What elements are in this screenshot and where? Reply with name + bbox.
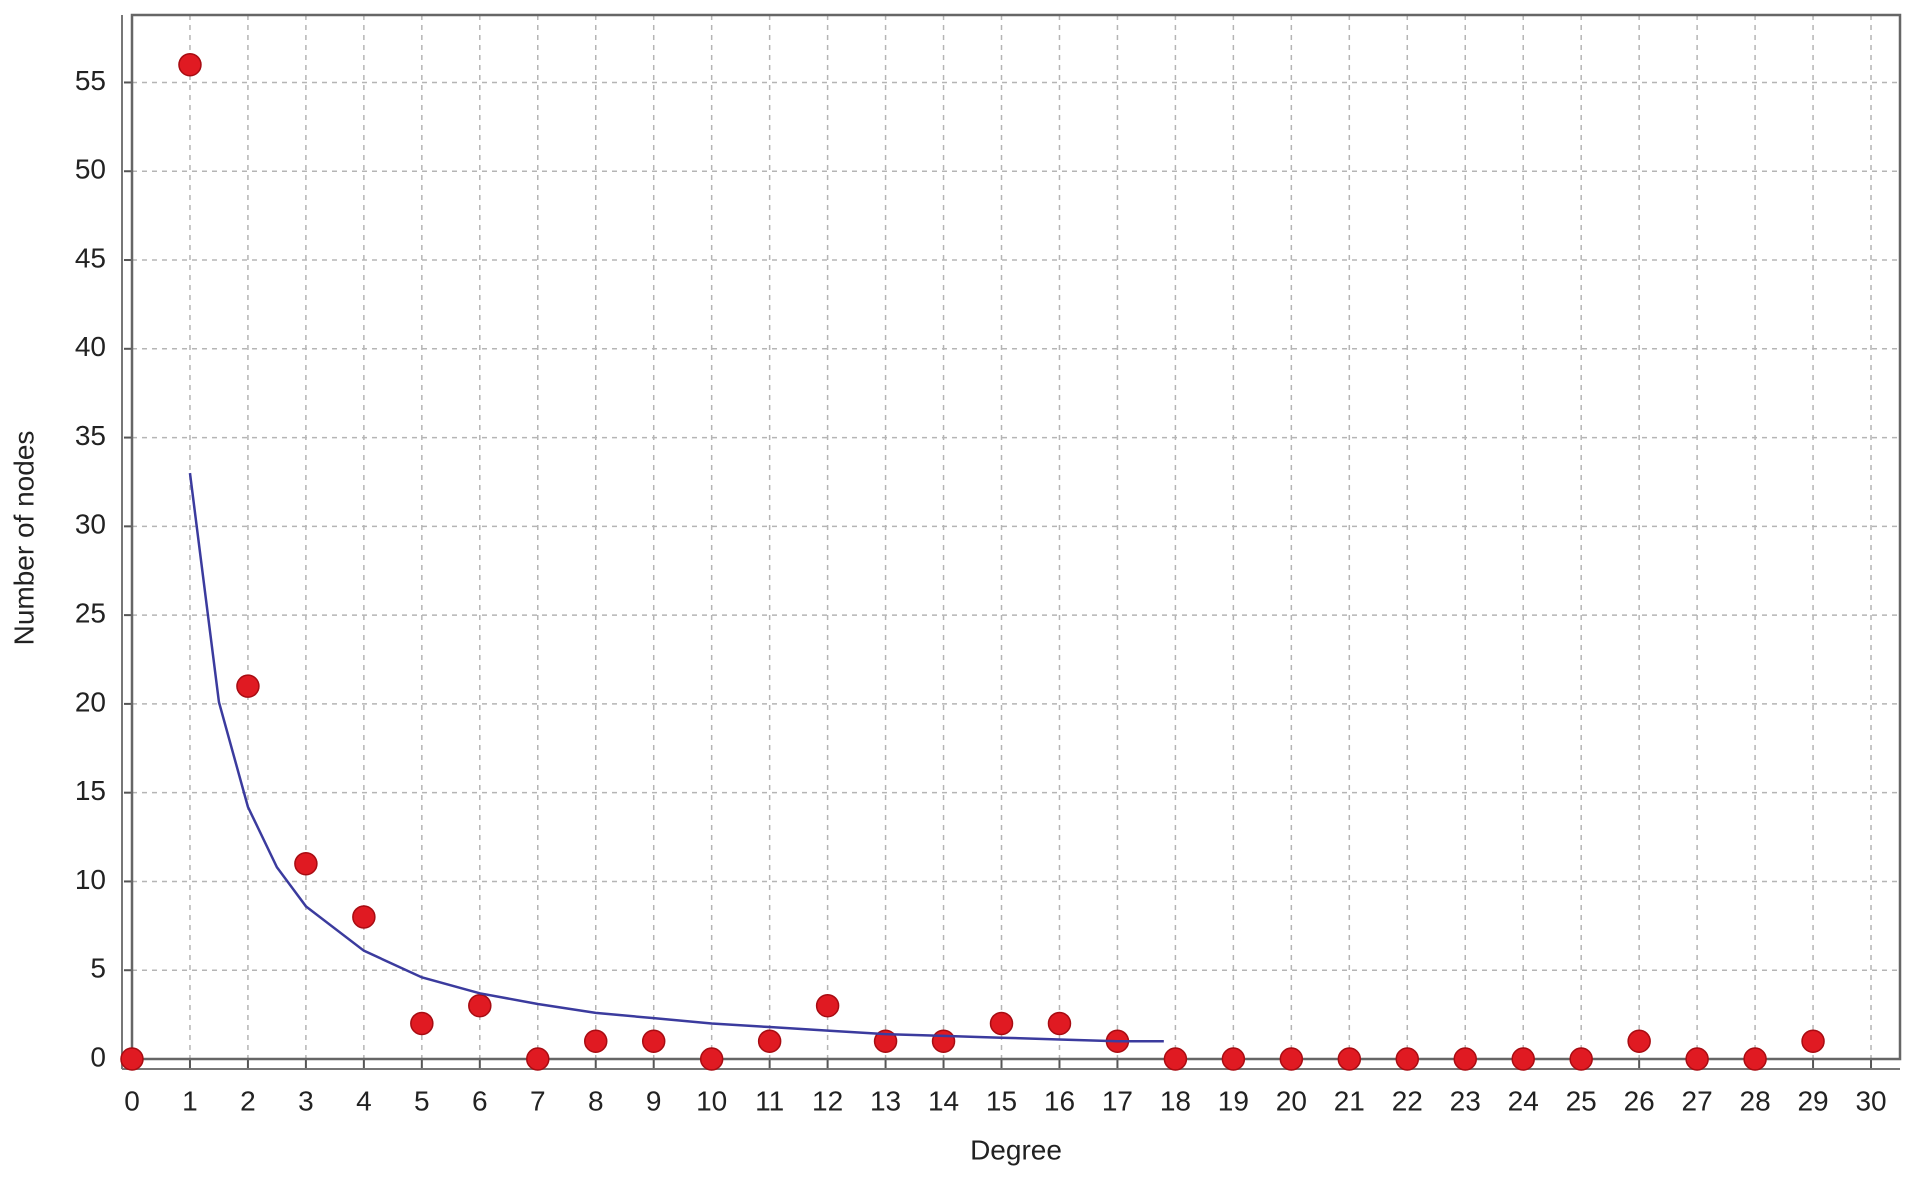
x-tick-label: 4 (356, 1085, 372, 1116)
x-axis-label: Degree (970, 1134, 1062, 1165)
data-point (294, 851, 318, 876)
x-tick-label: 20 (1276, 1085, 1307, 1116)
data-point (1627, 1029, 1651, 1053)
data-point (236, 674, 260, 698)
data-point (583, 1029, 608, 1053)
x-tick-label: 16 (1044, 1085, 1075, 1116)
y-tick-label: 50 (75, 154, 106, 185)
x-tick-label: 8 (588, 1085, 604, 1116)
y-tick-label: 5 (90, 953, 106, 984)
x-tick-label: 3 (298, 1085, 314, 1116)
x-tick-label: 6 (472, 1085, 488, 1116)
x-tick-label: 15 (986, 1085, 1017, 1116)
x-tick-label: 1 (182, 1085, 198, 1116)
data-point (1685, 1047, 1709, 1071)
data-point (931, 1029, 956, 1053)
data-point (1047, 1011, 1072, 1036)
data-point (410, 1011, 434, 1036)
x-tick-label: 28 (1740, 1085, 1771, 1116)
y-tick-label: 0 (90, 1041, 106, 1072)
data-point (699, 1047, 724, 1071)
data-point (468, 993, 492, 1018)
data-point (757, 1029, 782, 1053)
x-tick-label: 21 (1334, 1085, 1365, 1116)
data-point (815, 993, 840, 1018)
data-point (352, 905, 376, 929)
y-tick-label: 20 (75, 686, 106, 717)
x-tick-label: 23 (1450, 1085, 1481, 1116)
y-tick-label: 30 (75, 509, 106, 540)
y-tick-label: 25 (75, 598, 106, 629)
data-point (1569, 1047, 1593, 1071)
data-point (641, 1029, 666, 1053)
x-tick-label: 30 (1855, 1085, 1886, 1116)
data-point (1743, 1047, 1767, 1071)
data-point (1221, 1047, 1246, 1071)
x-tick-label: 27 (1682, 1085, 1713, 1116)
x-tick-label: 25 (1566, 1085, 1597, 1116)
x-tick-label: 19 (1218, 1085, 1249, 1116)
x-tick-label: 7 (530, 1085, 546, 1116)
data-point (526, 1047, 550, 1071)
data-point (178, 52, 202, 77)
y-tick-label: 40 (75, 331, 106, 362)
x-tick-label: 11 (755, 1085, 784, 1116)
x-tick-label: 18 (1160, 1085, 1191, 1116)
fit-line (188, 472, 1164, 1043)
x-tick-label: 9 (646, 1085, 662, 1116)
x-tick-label: 17 (1102, 1085, 1133, 1116)
x-tick-label: 5 (414, 1085, 430, 1116)
plot-area (132, 15, 1900, 1059)
y-tick-label: 10 (75, 864, 106, 895)
x-tick-label: 14 (928, 1085, 959, 1116)
data-point (1453, 1047, 1477, 1071)
x-tick-label: 24 (1508, 1085, 1539, 1116)
x-tick-label: 22 (1392, 1085, 1423, 1116)
y-tick-label: 45 (75, 242, 106, 273)
x-tick-label: 2 (240, 1085, 256, 1116)
y-tick-label: 55 (75, 65, 106, 96)
data-point (120, 1047, 144, 1071)
plot-frame (130, 13, 1902, 1061)
x-tick-label: 29 (1797, 1085, 1828, 1116)
data-point (989, 1011, 1014, 1036)
x-tick-label: 0 (124, 1085, 140, 1116)
data-point (1395, 1047, 1420, 1071)
data-point (1511, 1047, 1535, 1071)
x-tick-label: 13 (870, 1085, 901, 1116)
x-tick-label: 12 (812, 1085, 843, 1116)
x-tick-label: 26 (1624, 1085, 1655, 1116)
y-tick-label: 35 (75, 420, 106, 451)
y-axis-label: Number of nodes (8, 431, 39, 646)
x-tick-label: 10 (696, 1085, 727, 1116)
data-point (1279, 1047, 1304, 1071)
data-point (1163, 1047, 1188, 1071)
data-point (873, 1029, 898, 1053)
data-point (1801, 1029, 1825, 1053)
data-point (1337, 1047, 1362, 1071)
y-tick-label: 15 (75, 775, 106, 806)
